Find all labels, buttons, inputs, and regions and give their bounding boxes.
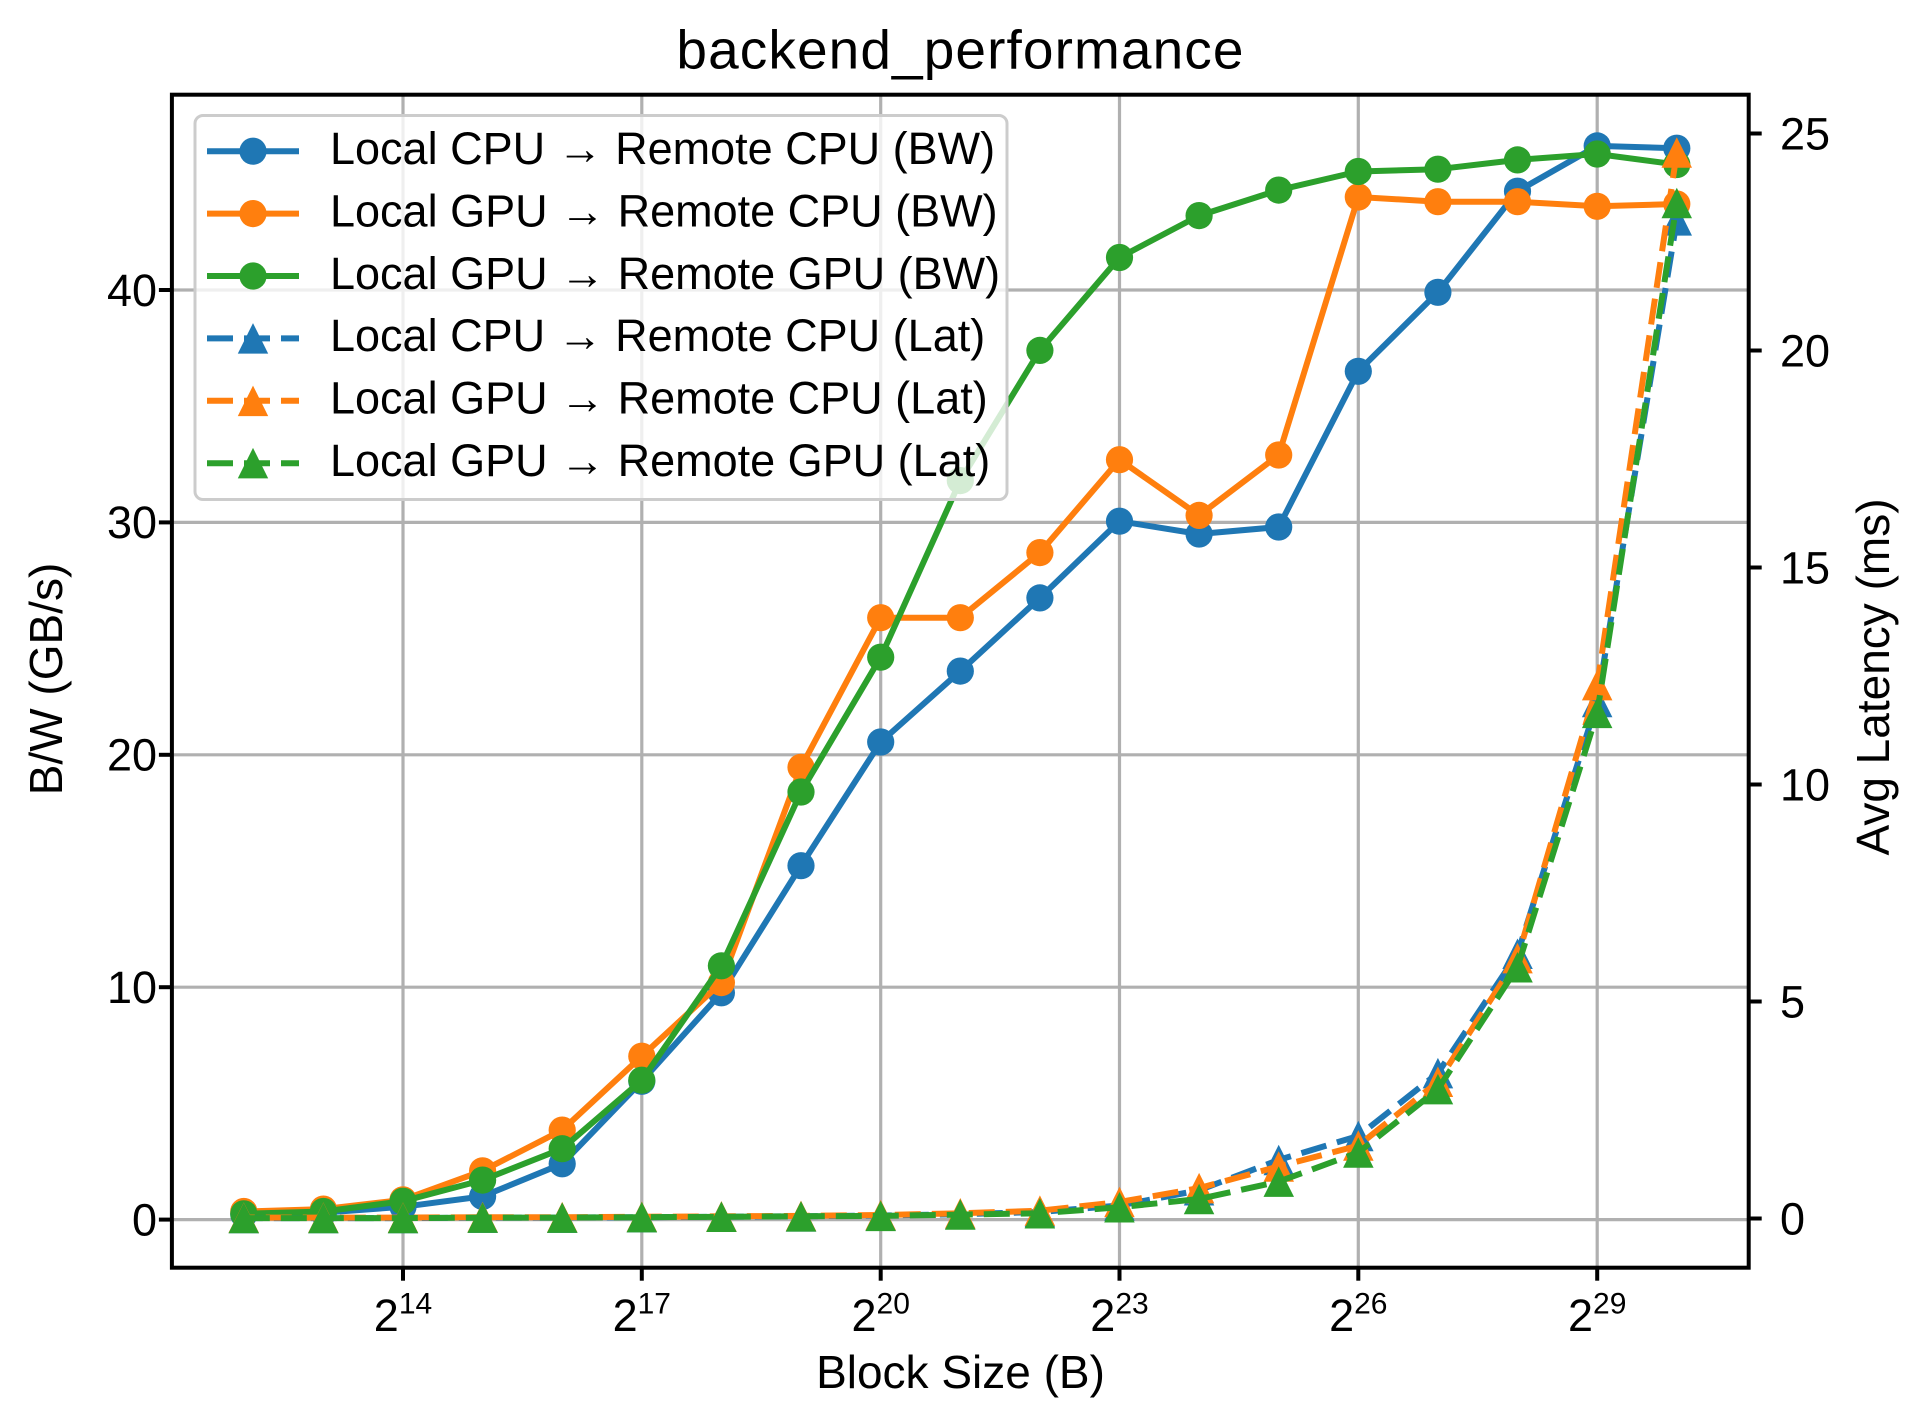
- svg-text:backend_performance: backend_performance: [676, 19, 1244, 81]
- svg-text:15: 15: [1780, 542, 1830, 593]
- svg-text:Local CPU → Remote CPU (BW): Local CPU → Remote CPU (BW): [330, 123, 995, 174]
- svg-text:10: 10: [1780, 759, 1830, 810]
- svg-text:Local GPU → Remote CPU (Lat): Local GPU → Remote CPU (Lat): [330, 373, 988, 424]
- svg-text:25: 25: [1780, 108, 1830, 159]
- svg-text:Avg Latency (ms): Avg Latency (ms): [1847, 498, 1899, 855]
- svg-text:Local GPU → Remote GPU (Lat): Local GPU → Remote GPU (Lat): [330, 435, 990, 486]
- svg-text:20: 20: [1780, 325, 1830, 376]
- svg-text:0: 0: [1780, 1193, 1805, 1244]
- svg-text:Local GPU → Remote CPU (BW): Local GPU → Remote CPU (BW): [330, 185, 998, 236]
- svg-text:30: 30: [107, 497, 157, 548]
- svg-text:Local GPU → Remote GPU (BW): Local GPU → Remote GPU (BW): [330, 248, 1000, 299]
- svg-text:40: 40: [107, 265, 157, 316]
- svg-text:5: 5: [1780, 976, 1805, 1027]
- svg-text:Local CPU → Remote CPU (Lat): Local CPU → Remote CPU (Lat): [330, 310, 985, 361]
- svg-text:20: 20: [107, 730, 157, 781]
- svg-text:0: 0: [132, 1194, 157, 1245]
- svg-text:217: 217: [613, 1288, 671, 1342]
- svg-text:10: 10: [107, 962, 157, 1013]
- svg-text:B/W (GB/s): B/W (GB/s): [20, 563, 72, 796]
- svg-text:Block Size (B): Block Size (B): [816, 1346, 1105, 1398]
